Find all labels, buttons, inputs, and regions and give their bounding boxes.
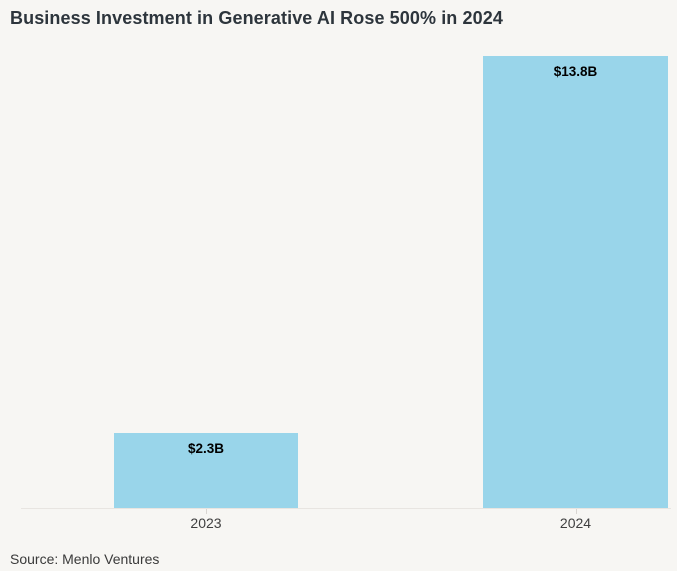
bar-value-label-2024: $13.8B: [553, 64, 598, 79]
x-axis-tick-2023: [206, 509, 207, 514]
chart-title: Business Investment in Generative AI Ros…: [10, 8, 503, 28]
bar-2023: $2.3B: [113, 433, 299, 508]
x-axis-tick-2024: [575, 509, 577, 514]
source-note: Source: Menlo Ventures: [10, 551, 160, 567]
x-axis-label-2024: 2024: [559, 515, 592, 531]
x-axis-line: [21, 508, 671, 509]
bar-value-label-2023: $2.3B: [187, 441, 225, 456]
x-axis-label-2023: 2023: [190, 515, 222, 531]
bar-2024: $13.8B: [483, 56, 668, 508]
